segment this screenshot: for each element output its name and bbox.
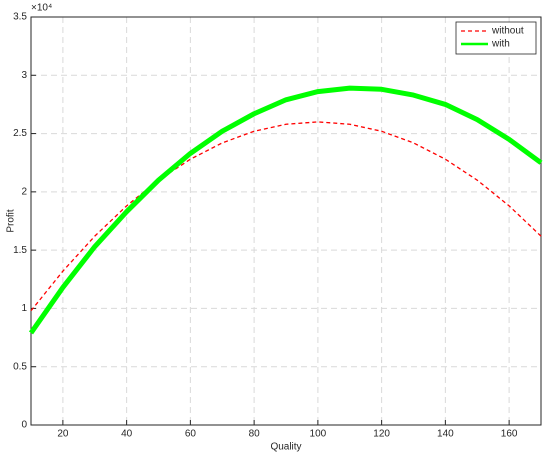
y-tick-label: 1.5 [13,245,27,256]
y-tick-label: 1 [21,303,27,314]
y-tick-label: 3 [21,70,27,81]
x-tick-label: 120 [373,429,390,440]
plot-area [31,17,541,425]
line-series [30,121,542,312]
y-exponent: ×10⁴ [31,3,52,14]
legend-label: with [491,39,510,50]
y-axis-label: Profit [6,209,17,233]
y-tick-label: 2.5 [13,128,27,139]
legend-label: without [491,26,524,37]
x-tick-label: 20 [57,429,69,440]
axes-box [30,16,542,426]
y-tick-label: 3.5 [13,12,27,23]
x-tick-label: 140 [437,429,454,440]
x-tick-label: 40 [121,429,133,440]
legend: without with [455,21,537,55]
legend-box [455,21,537,55]
x-tick-label: 80 [249,429,261,440]
x-tick-label: 160 [501,429,518,440]
line-series [28,85,543,335]
x-tick-label: 60 [185,429,197,440]
y-tick-label: 0 [21,420,27,431]
y-tick-label: 2 [21,186,27,197]
x-axis-label: Quality [270,442,301,453]
y-tick-label: 0.5 [13,361,27,372]
x-tick-label: 100 [310,429,327,440]
